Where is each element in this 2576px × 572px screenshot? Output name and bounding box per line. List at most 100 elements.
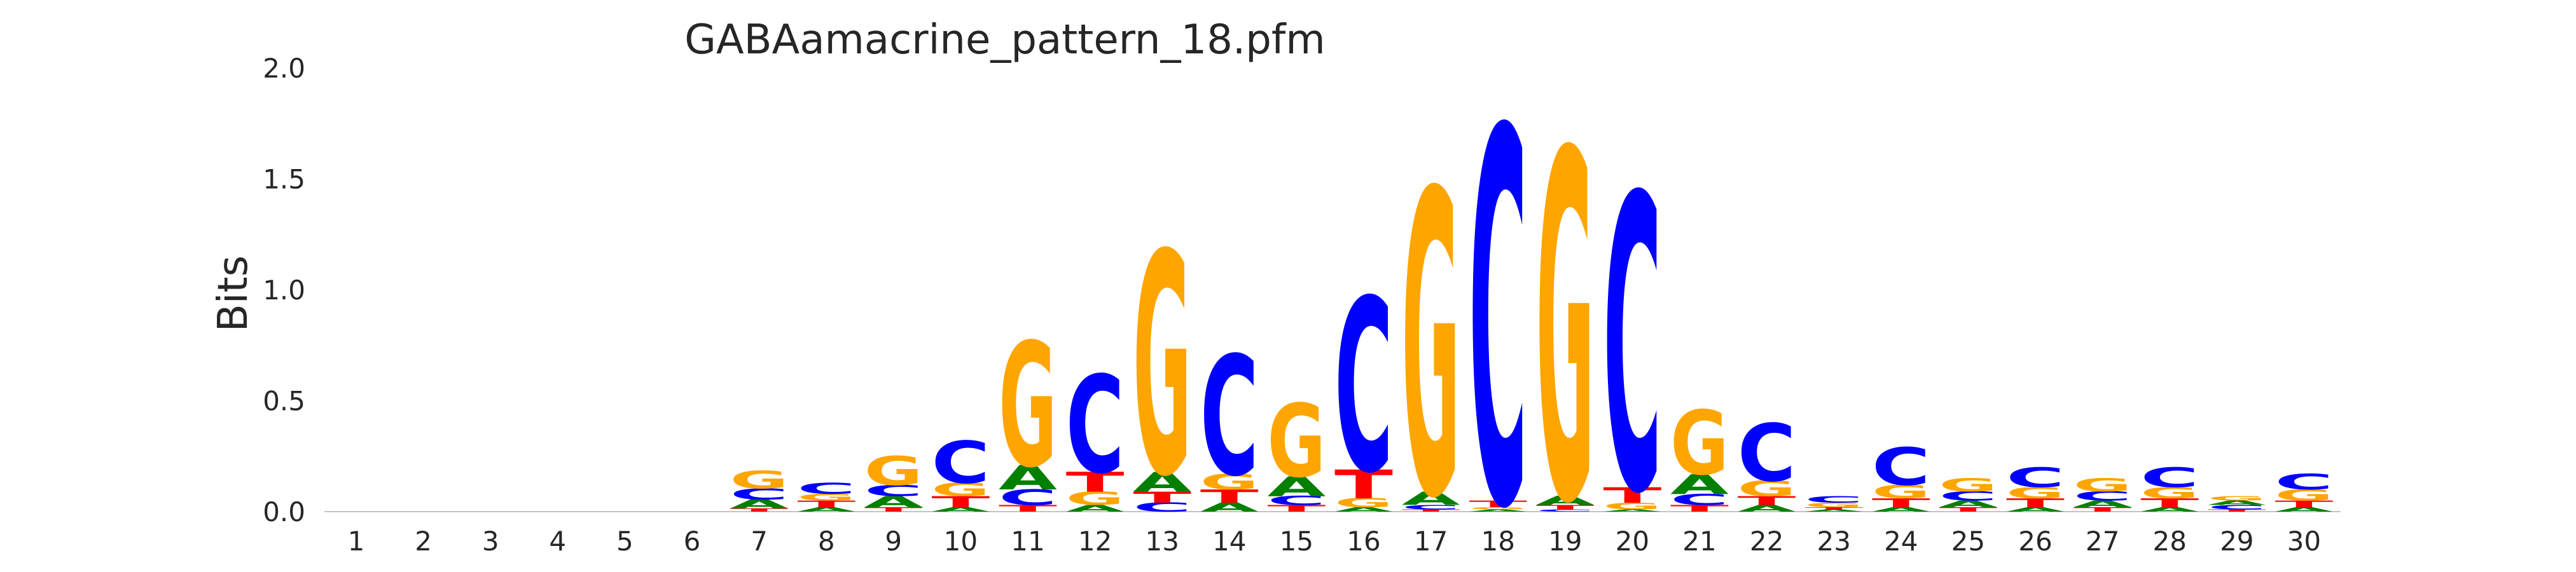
x-tick-label: 20 [1616, 526, 1649, 557]
y-tick-label: 1.5 [263, 164, 305, 195]
y-tick-label: 0.0 [263, 496, 305, 528]
logo-letter-C: C [1402, 504, 1460, 511]
logo-letter-G: G [931, 479, 990, 500]
logo-letter-G: G [1334, 496, 1393, 510]
logo-letter-C: C [1738, 408, 1796, 500]
x-tick-label: 9 [885, 526, 902, 557]
logo-letter-G: G [1536, 53, 1595, 572]
x-tick-label: 29 [2220, 526, 2254, 557]
logo-letter-A: A [931, 506, 990, 513]
logo-letter-T: T [2074, 506, 2132, 513]
y-tick-label: 1.0 [263, 275, 305, 306]
logo-letter-G: G [1200, 470, 1259, 494]
x-tick-label: 27 [2086, 526, 2119, 557]
logo-letter-C: C [2208, 504, 2266, 511]
logo-letter-C: C [797, 480, 855, 498]
logo-letter-A: A [797, 506, 855, 513]
logo-letter-G: G [730, 466, 789, 494]
x-tick-label: 10 [944, 526, 978, 557]
logo-letter-G: G [1469, 507, 1527, 510]
logo-letter-A: A [1872, 506, 1930, 513]
logo-letter-T: T [2275, 499, 2333, 510]
logo-letter-A: A [1066, 503, 1125, 514]
logo-letter-C: C [2275, 470, 2333, 494]
x-tick-label: 26 [2018, 526, 2052, 557]
logo-letter-G: G [1603, 501, 1661, 512]
logo-letter-A: A [1267, 471, 1326, 503]
logo-letter-T: T [797, 499, 855, 510]
logo-letter-C: C [2074, 489, 2132, 503]
logo-letter-T: T [1469, 499, 1527, 510]
x-tick-label: 11 [1011, 526, 1044, 557]
logo-letter-G: G [1738, 476, 1796, 501]
x-axis-ticks: 1 2 3 4 5 6 7 8 9 10 11 12 13 14 15 16 17 18 19 20 21 22 23 24 2… [348, 526, 2321, 557]
logo-letter-A: A [2275, 506, 2333, 513]
logo-letter-T: T [1536, 504, 1595, 511]
x-tick-label: 14 [1212, 526, 1246, 557]
logo-letter-A: A [1402, 488, 1460, 509]
y-axis-ticks: 0.0 0.5 1.0 1.5 2.0 [263, 53, 305, 528]
logo-letter-A: A [730, 497, 789, 511]
x-tick-label: 4 [549, 526, 566, 557]
logo-letter-G: G [2006, 484, 2065, 502]
logo-letter-C: C [1872, 437, 1930, 498]
logo-letter-T: T [1402, 509, 1460, 513]
logo-letter-A: A [2074, 499, 2133, 510]
x-tick-label: 19 [1548, 526, 1582, 557]
logo-letter-C: C [1536, 509, 1595, 513]
x-tick-label: 28 [2152, 526, 2186, 557]
logo-letter-T: T [730, 507, 789, 512]
logo-letter-A: A [2140, 506, 2199, 513]
logo-letter-G: G [2208, 495, 2266, 502]
y-tick-label: 2.0 [263, 53, 305, 84]
logo-letter-A: A [1334, 506, 1393, 513]
logo-letter-C: C [1670, 491, 1729, 509]
x-tick-label: 3 [482, 526, 499, 557]
x-tick-label: 21 [1682, 526, 1716, 557]
logo-letter-C: C [1133, 501, 1191, 515]
logo-letter-A: A [1469, 509, 1527, 513]
logo-letter-C: C [2140, 462, 2199, 494]
logo-letter-G: G [999, 308, 1057, 505]
x-tick-label: 22 [1750, 526, 1783, 557]
x-tick-label: 24 [1884, 526, 1918, 557]
x-tick-label: 15 [1280, 526, 1313, 557]
logo-letter-G: G [1402, 106, 1460, 572]
logo-letter-A: A [1738, 503, 1797, 514]
logo-letter-G: G [1670, 392, 1729, 495]
logo-letter-G: G [797, 492, 855, 503]
logo-letter-T: T [1670, 503, 1729, 514]
logo-letter-T: T [1133, 489, 1191, 507]
x-tick-label: 1 [348, 526, 365, 557]
x-tick-label: 17 [1414, 526, 1448, 557]
logo-letter-C: C [1469, 24, 1527, 572]
logo-letter-G: G [2275, 487, 2333, 505]
x-tick-label: 23 [1817, 526, 1850, 557]
logo-letter-T: T [1334, 462, 1393, 508]
logo-letter-T: T [931, 493, 990, 511]
logo-letter-C: C [1334, 250, 1393, 526]
logo-letter-T: T [1804, 507, 1863, 510]
x-tick-label: 5 [616, 526, 634, 557]
logo-letter-C: C [999, 486, 1057, 510]
logo-letter-C: C [1066, 348, 1125, 503]
logo-letter-C: C [1267, 494, 1326, 508]
logo-letter-A: A [864, 493, 923, 511]
logo-letter-C: C [1804, 494, 1863, 505]
logo-letter-A: A [1603, 509, 1661, 513]
logo-letter-A: A [1536, 494, 1595, 508]
logo-letter-A: A [1133, 466, 1191, 498]
logo-letter-T: T [1872, 496, 1930, 510]
x-tick-label: 30 [2287, 526, 2321, 557]
logo-letter-C: C [931, 429, 990, 496]
x-tick-label: 8 [818, 526, 835, 557]
logo-letter-T: T [2208, 509, 2266, 513]
logo-letter-G: G [1872, 482, 1930, 503]
logo-letter-G: G [1267, 384, 1326, 500]
logo-letter-T: T [2140, 496, 2199, 510]
y-tick-label: 0.5 [263, 386, 305, 417]
logo-letter-G: G [864, 449, 923, 494]
x-tick-label: 7 [751, 526, 768, 557]
logo-letter-G: G [1066, 488, 1125, 509]
